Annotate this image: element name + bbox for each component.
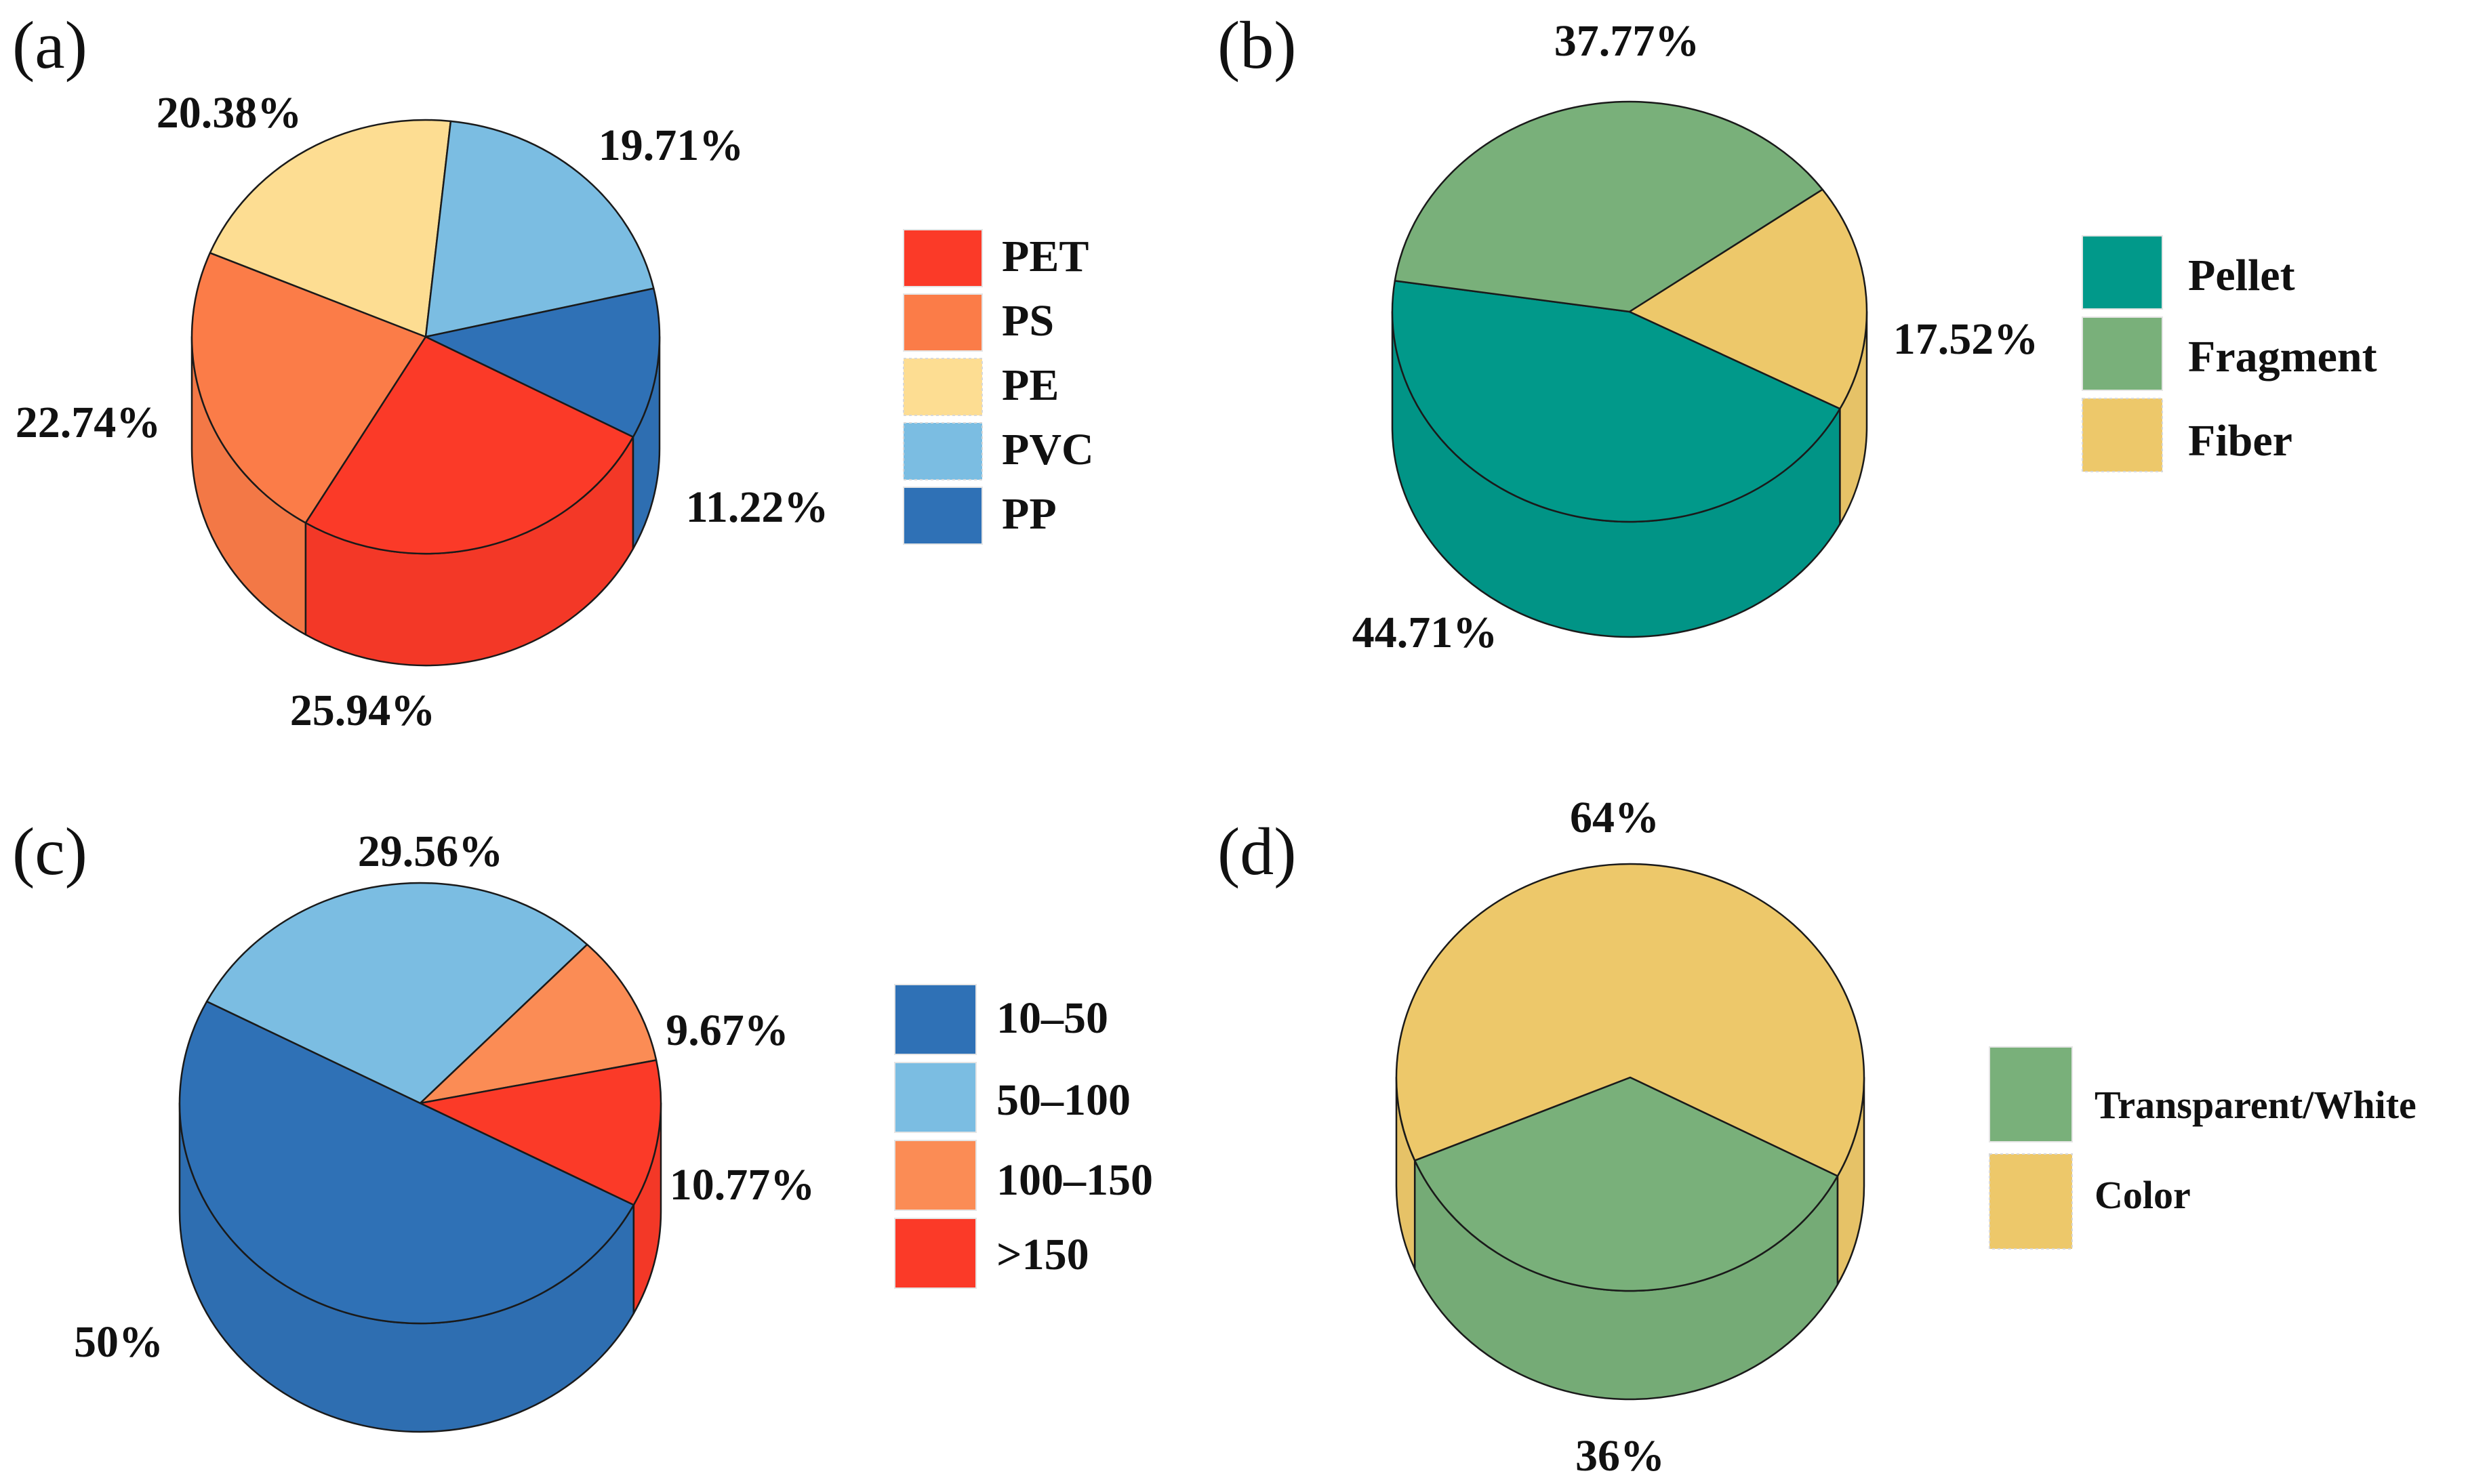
pie-slice-transparent-white bbox=[1413, 1076, 1839, 1292]
legend-swatch-pvc bbox=[903, 422, 983, 480]
pie-chart-a bbox=[190, 119, 661, 667]
legend-swatch-ps bbox=[903, 293, 983, 352]
value-label-10-50: 50% bbox=[74, 1317, 163, 1367]
legend-label-pe: PE bbox=[1002, 360, 1059, 410]
legend-a: PET PS PE PVC PP bbox=[903, 229, 1094, 545]
legend-c: 10–50 50–100 100–150 >150 bbox=[894, 984, 1153, 1289]
value-label-transparent: 36% bbox=[1575, 1431, 1665, 1481]
legend-swatch-50-100 bbox=[894, 1062, 977, 1133]
pie-slice-color bbox=[1395, 863, 1865, 1177]
legend-swatch-fiber bbox=[2082, 398, 2163, 472]
legend-label-50-100: 50–100 bbox=[996, 1075, 1131, 1125]
legend-label-pellet: Pellet bbox=[2188, 251, 2295, 300]
legend-swatch-150 bbox=[894, 1218, 977, 1289]
pie-slice-pp bbox=[424, 287, 661, 438]
panel-d-letter: (d) bbox=[1217, 814, 1297, 889]
pie-slice-150 bbox=[419, 1059, 662, 1206]
value-label-fiber: 17.52% bbox=[1893, 314, 2039, 364]
panel-a: (a) 25.94% 22.74% 20.38% 19.71% 11.22% P… bbox=[12, 7, 1094, 735]
value-label-fragment: 37.77% bbox=[1554, 16, 1700, 66]
legend-label-fragment: Fragment bbox=[2188, 332, 2377, 382]
value-label-pe: 20.38% bbox=[157, 88, 302, 138]
legend-label-pet: PET bbox=[1002, 232, 1089, 281]
pie-slice-fragment bbox=[1394, 100, 1823, 313]
panel-d: (d) 36% 64% Transparent/White Color bbox=[1217, 793, 2417, 1481]
legend-label-color: Color bbox=[2095, 1173, 2191, 1217]
panel-a-letter: (a) bbox=[12, 7, 87, 83]
pie-slice-pellet bbox=[1391, 280, 1841, 523]
legend-swatch-pp bbox=[903, 487, 983, 545]
value-label-color: 64% bbox=[1570, 793, 1659, 842]
pie-slice-fiber bbox=[1628, 188, 1868, 410]
pie-slice-ps bbox=[190, 251, 427, 524]
legend-label-ps: PS bbox=[1002, 296, 1054, 346]
pie-chart-d bbox=[1395, 863, 1865, 1401]
legend-swatch-transparent bbox=[1989, 1046, 2073, 1142]
legend-b: Pellet Fragment Fiber bbox=[2082, 235, 2377, 472]
legend-label-fiber: Fiber bbox=[2188, 416, 2292, 466]
legend-swatch-color bbox=[1989, 1153, 2073, 1250]
value-label-pet: 25.94% bbox=[290, 686, 436, 735]
pie-chart-c bbox=[178, 882, 662, 1433]
panel-b-letter: (b) bbox=[1217, 7, 1297, 83]
pie-slice-50-100 bbox=[205, 882, 588, 1105]
value-label-150: 10.77% bbox=[670, 1160, 815, 1210]
legend-label-10-50: 10–50 bbox=[996, 993, 1108, 1043]
value-label-pp: 11.22% bbox=[686, 482, 829, 532]
legend-swatch-10-50 bbox=[894, 984, 977, 1055]
legend-swatch-100-150 bbox=[894, 1140, 977, 1211]
pie-slice-10-50 bbox=[178, 1000, 635, 1325]
legend-label-transparent: Transparent/White bbox=[2095, 1083, 2417, 1127]
legend-swatch-pe bbox=[903, 358, 983, 416]
pie-slice-pet bbox=[304, 335, 634, 555]
pie-slice-pe bbox=[209, 119, 452, 338]
value-label-100-150: 9.67% bbox=[666, 1006, 789, 1055]
pie-slice-pvc bbox=[424, 120, 655, 338]
value-label-pellet: 44.71% bbox=[1352, 608, 1498, 657]
legend-label-150: >150 bbox=[996, 1230, 1089, 1279]
pie-chart-b bbox=[1391, 100, 1868, 638]
legend-label-pp: PP bbox=[1002, 489, 1057, 539]
panel-c-letter: (c) bbox=[12, 814, 87, 889]
legend-label-100-150: 100–150 bbox=[996, 1155, 1153, 1205]
value-label-pvc: 19.71% bbox=[599, 121, 744, 170]
legend-swatch-fragment bbox=[2082, 316, 2163, 391]
pie-slice-100-150 bbox=[419, 943, 658, 1105]
panel-c: (c) 50% 29.56% 9.67% 10.77% 10–50 50–100… bbox=[12, 814, 1153, 1433]
panel-b: (b) 44.71% 37.77% 17.52% Pellet Fragment… bbox=[1217, 7, 2377, 657]
value-label-ps: 22.74% bbox=[16, 398, 161, 447]
value-label-50-100: 29.56% bbox=[358, 827, 504, 876]
legend-swatch-pet bbox=[903, 229, 983, 287]
legend-d: Transparent/White Color bbox=[1989, 1046, 2417, 1250]
legend-swatch-pellet bbox=[2082, 235, 2163, 310]
legend-label-pvc: PVC bbox=[1002, 425, 1094, 474]
